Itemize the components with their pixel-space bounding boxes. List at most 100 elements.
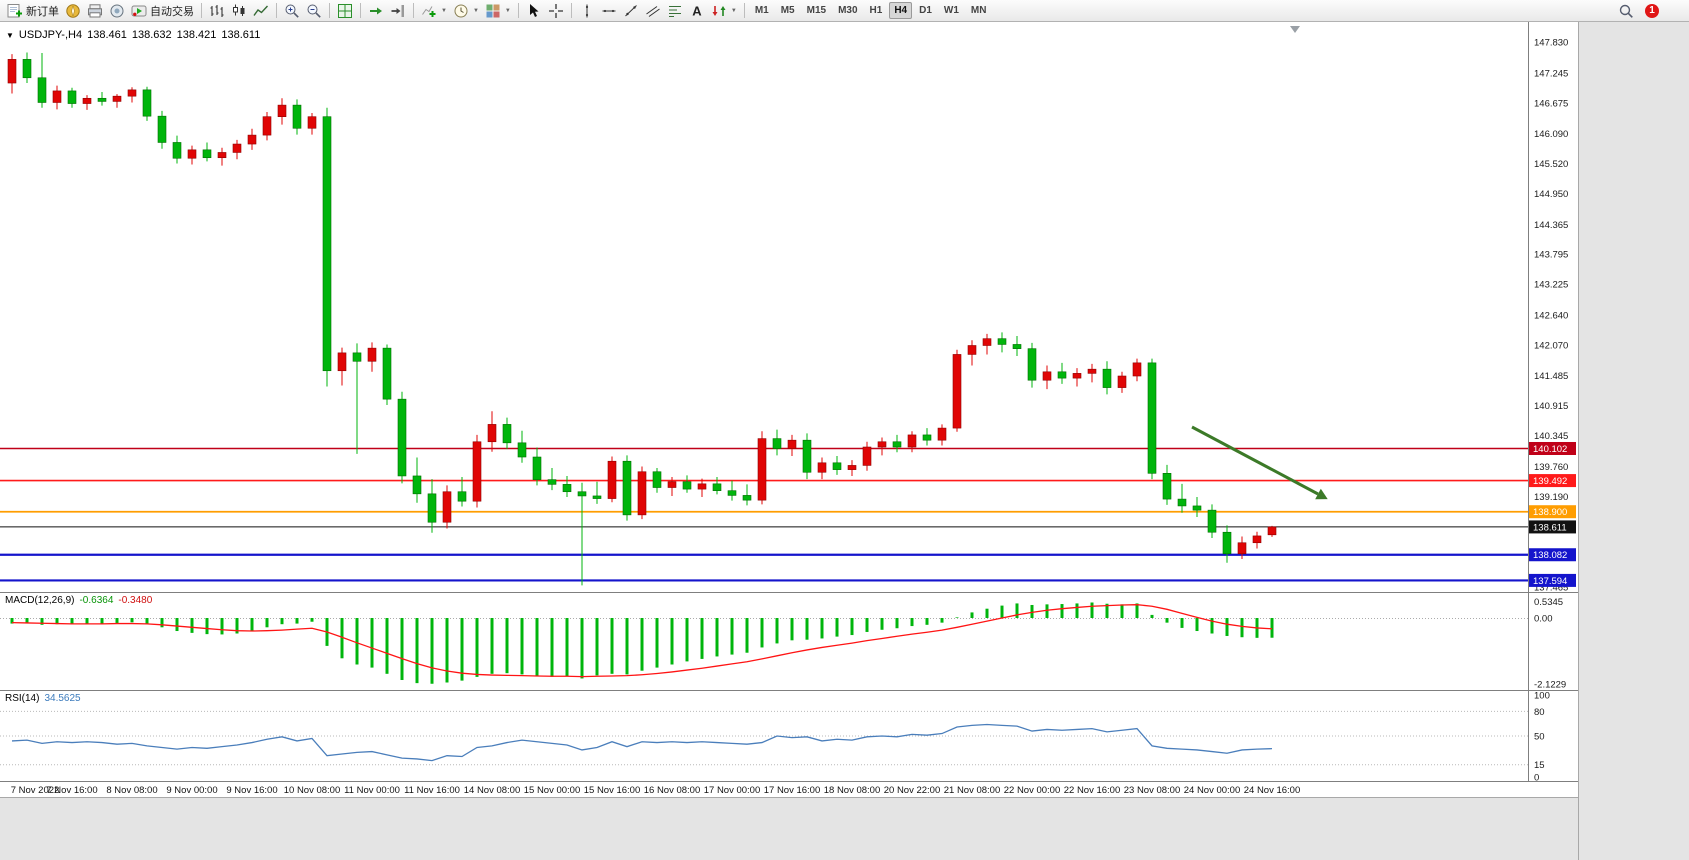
toolbar-separator: [329, 3, 330, 18]
tile-windows-button[interactable]: [334, 1, 356, 21]
trend-arrow[interactable]: [1191, 425, 1319, 496]
price-axis-label: 143.795: [1534, 250, 1568, 261]
rsi-label: RSI(14) 34.5625: [5, 693, 81, 704]
timeframe-button-m15[interactable]: M15: [802, 2, 831, 19]
channel-button[interactable]: [642, 1, 664, 21]
zoom-in-button[interactable]: [281, 1, 303, 21]
print-button[interactable]: [84, 1, 106, 21]
compass-icon: [66, 3, 80, 18]
price-axis-label: 142.070: [1534, 340, 1568, 351]
chevron-down-icon: ▼: [504, 7, 511, 14]
autotrading-button[interactable]: 自动交易: [128, 1, 197, 21]
price-axis-label: 141.485: [1534, 371, 1568, 382]
autotrading-label: 自动交易: [150, 5, 194, 18]
candle-body: [892, 441, 902, 448]
timeframe-button-d1[interactable]: D1: [914, 2, 937, 19]
rsi-axis-label: 15: [1534, 760, 1545, 771]
time-label: 22 Nov 00:00: [1003, 785, 1061, 796]
trendline-button[interactable]: [620, 1, 642, 21]
periods-button[interactable]: ▼: [450, 1, 482, 21]
candle-body: [262, 116, 272, 136]
horizontal-line-button[interactable]: [598, 1, 620, 21]
candle-body: [82, 97, 92, 104]
candle-body: [1147, 362, 1157, 474]
main-chart[interactable]: 147.830 147.245 146.675 146.090 145.520 144.9…: [0, 22, 1578, 592]
candle-body: [337, 352, 347, 372]
fibonacci-button[interactable]: [664, 1, 686, 21]
timeframe-button-w1[interactable]: W1: [939, 2, 964, 19]
macd-axis-label: -2.1229: [1534, 679, 1566, 690]
time-label: 24 Nov 00:00: [1183, 785, 1241, 796]
timeframe-button-m1[interactable]: M1: [750, 2, 774, 19]
timeframe-button-mn[interactable]: MN: [966, 2, 992, 19]
candle-body: [7, 59, 17, 84]
timeframe-button-m30[interactable]: M30: [833, 2, 862, 19]
chart-shift-marker[interactable]: [1290, 26, 1300, 33]
macd-name: MACD(12,26,9): [5, 595, 75, 606]
time-label: 15 Nov 00:00: [523, 785, 581, 796]
candle-body: [1132, 362, 1142, 377]
candlestick-chart-button[interactable]: [228, 1, 250, 21]
candle-body: [1162, 473, 1172, 500]
toolbar-separator: [743, 3, 745, 18]
toolbar-right-group: 1: [1615, 1, 1659, 21]
text-button[interactable]: A: [686, 1, 708, 21]
timeframe-button-h4[interactable]: H4: [889, 2, 913, 19]
symbol-dropdown-icon[interactable]: ▼: [6, 30, 14, 40]
search-button[interactable]: [1615, 1, 1637, 21]
rsi-value: 34.5625: [44, 693, 81, 704]
candle-body: [802, 439, 812, 473]
macd-panel[interactable]: 0.5345 0.00 -2.1229: [0, 592, 1578, 690]
crosshair-button[interactable]: [545, 1, 567, 21]
metaeditor-button[interactable]: [62, 1, 84, 21]
candle-body: [52, 90, 62, 103]
price-axis-label: 145.520: [1534, 159, 1568, 170]
candle-body: [547, 479, 557, 485]
crosshair-icon: [548, 3, 563, 18]
candle-body: [1237, 542, 1247, 555]
time-axis[interactable]: 7 Nov 2022 7 Nov 16:00 8 Nov 08:00 9 Nov 00…: [0, 781, 1578, 797]
macd-axis-label: 0.5345: [1534, 597, 1563, 608]
timeframe-button-m5[interactable]: M5: [776, 2, 800, 19]
data-window-button[interactable]: [106, 1, 128, 21]
timeframe-button-h1[interactable]: H1: [865, 2, 888, 19]
time-label: 18 Nov 08:00: [823, 785, 881, 796]
candlestick-chart-icon: [233, 4, 245, 16]
line-chart-button[interactable]: [250, 1, 272, 21]
candle-body: [307, 116, 317, 129]
price-axis-label: 139.760: [1534, 462, 1568, 473]
price-badge: [1529, 573, 1576, 587]
price-badge: [1529, 505, 1576, 519]
notification-badge[interactable]: 1: [1645, 3, 1659, 18]
auto-scroll-button[interactable]: [365, 1, 387, 21]
rsi-line: [11, 723, 1273, 762]
candle-body: [937, 427, 947, 441]
price-badge-label: 139.492: [1533, 476, 1567, 487]
candle-body: [1252, 535, 1262, 544]
candle-body: [112, 95, 122, 102]
indicators-button[interactable]: ▼: [418, 1, 450, 21]
candle-body: [637, 471, 647, 516]
cursor-button[interactable]: [523, 1, 545, 21]
candle-body: [712, 483, 722, 491]
chart-shift-button[interactable]: [387, 1, 409, 21]
candle-body: [427, 493, 437, 523]
zoom-out-button[interactable]: [303, 1, 325, 21]
templates-button[interactable]: ▼: [482, 1, 514, 21]
price-axis-label: 147.830: [1534, 38, 1568, 49]
new-order-button[interactable]: 新订单: [4, 1, 62, 21]
time-label: 7 Nov 2022: [10, 785, 60, 796]
candle-body: [562, 484, 572, 493]
price-badge: [1529, 441, 1576, 455]
bar-chart-button[interactable]: [206, 1, 228, 21]
arrows-tool-button[interactable]: ▼: [708, 1, 740, 21]
rsi-panel[interactable]: 100 80 50 15 0: [0, 690, 1578, 781]
candle-body: [1042, 371, 1052, 381]
price-badge: [1529, 520, 1576, 534]
vertical-line-button[interactable]: [576, 1, 598, 21]
price-axis-label: 143.225: [1534, 280, 1568, 291]
price-badge-label: 140.102: [1533, 444, 1567, 455]
symbol-period: USDJPY-,H4: [18, 29, 83, 41]
price-axis-label: 140.915: [1534, 401, 1568, 412]
candle-body: [1207, 509, 1217, 533]
